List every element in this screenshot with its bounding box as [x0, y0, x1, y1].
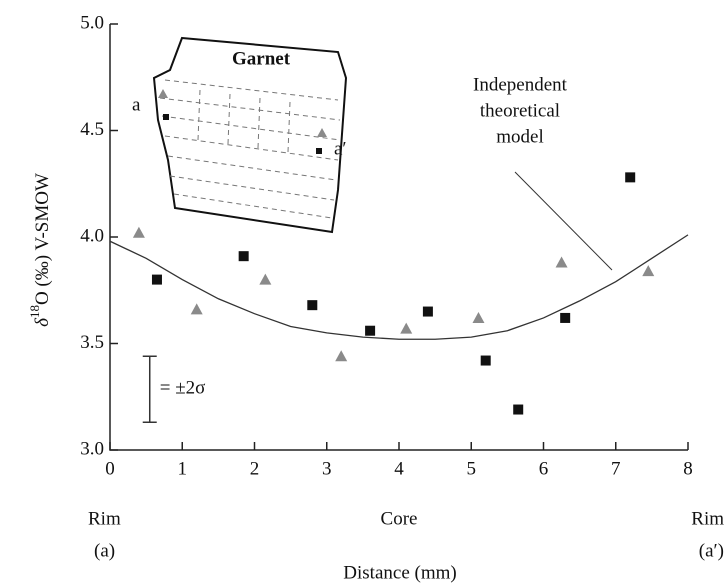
x-tick-label: 6	[539, 458, 549, 479]
inset-title: Garnet	[232, 48, 291, 69]
triangle-point	[132, 226, 145, 238]
x-tick-label: 7	[611, 458, 621, 479]
inset-label: a′	[334, 138, 347, 159]
model-label: theoretical	[480, 100, 560, 121]
inset-grid	[159, 79, 341, 219]
garnet-outline	[152, 36, 348, 234]
inset-square	[163, 114, 169, 120]
endpoint-side: (a)	[94, 540, 115, 561]
endpoint-label: Rim	[88, 508, 121, 529]
triangle-point	[400, 322, 413, 334]
square-point	[513, 404, 524, 415]
square-point	[365, 325, 376, 336]
x-tick-label: 3	[322, 458, 332, 479]
triangle-point	[335, 350, 348, 362]
x-tick-label: 2	[250, 458, 260, 479]
endpoint-side: (a′)	[699, 540, 724, 561]
model-label: model	[496, 126, 544, 147]
endpoint-label: Rim	[691, 508, 724, 529]
y-tick-label: 3.5	[80, 332, 104, 353]
x-tick-label: 1	[178, 458, 188, 479]
square-point	[151, 274, 162, 285]
triangle-point	[472, 311, 485, 323]
y-tick-label: 5.0	[80, 12, 104, 33]
triangle-point	[555, 256, 568, 268]
y-tick-label: 3.0	[80, 438, 104, 459]
y-label-rest: O (‰) V-SMOW	[32, 173, 53, 305]
x-tick-label: 0	[105, 458, 115, 479]
square-point	[560, 312, 571, 323]
model-label: Independent	[473, 74, 568, 95]
square-point	[422, 306, 433, 317]
square-point	[625, 172, 636, 183]
x-tick-label: 8	[683, 458, 693, 479]
square-point	[307, 300, 318, 311]
error-bar	[142, 355, 157, 424]
inset-triangle	[317, 128, 327, 137]
error-bar-label: = ±2σ	[160, 378, 206, 399]
square-point	[238, 251, 249, 262]
y-label-symbol: δ	[32, 317, 53, 327]
y-tick-label: 4.5	[80, 119, 104, 140]
model-pointer	[514, 171, 613, 271]
y-tick-label: 4.0	[80, 225, 104, 246]
inset: Garnet a a′	[132, 36, 348, 234]
x-tick-label: 4	[394, 458, 404, 479]
y-label-sup: 18	[27, 305, 42, 318]
x-axis-label: Distance (mm)	[343, 562, 456, 583]
inset-label: a	[132, 94, 141, 115]
inset-square	[316, 148, 322, 154]
triangle-point	[259, 273, 272, 285]
inset-triangle	[158, 89, 168, 98]
model-curve	[109, 234, 689, 340]
y-axis-label: δ18O (‰) V-SMOW	[27, 173, 53, 327]
endpoint-label: Core	[381, 508, 418, 529]
triangle-point	[190, 303, 203, 315]
square-point	[480, 355, 491, 366]
x-tick-label: 5	[467, 458, 477, 479]
triangle-point	[642, 265, 655, 277]
